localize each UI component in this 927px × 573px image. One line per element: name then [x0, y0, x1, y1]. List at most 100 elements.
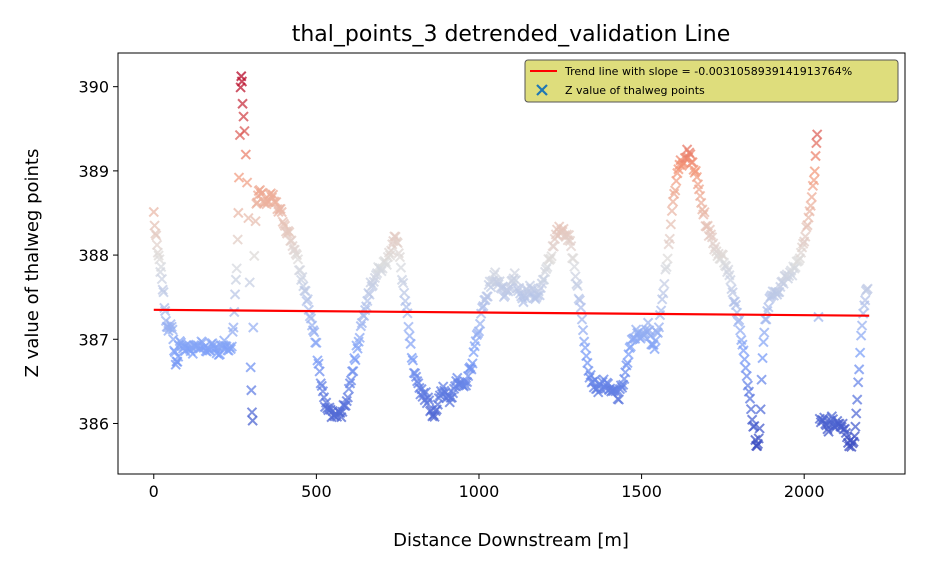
data-point [806, 191, 817, 203]
data-point [228, 322, 239, 333]
data-point [151, 230, 162, 241]
data-point [649, 343, 660, 355]
data-point [355, 320, 367, 332]
x-tick-label: 1000 [459, 482, 500, 501]
data-point [660, 264, 671, 275]
legend-points-swatch [536, 84, 548, 96]
data-point [245, 362, 256, 373]
data-point [394, 251, 406, 263]
data-point [569, 261, 580, 272]
data-point [725, 274, 736, 286]
data-point [157, 284, 168, 295]
data-point [238, 111, 249, 122]
data-point [309, 326, 320, 338]
data-point [576, 314, 588, 325]
data-point [739, 354, 750, 365]
data-point [155, 261, 167, 273]
data-point [741, 370, 752, 382]
data-point [735, 325, 746, 336]
data-point [350, 354, 361, 366]
data-point [731, 307, 743, 318]
data-point [851, 408, 862, 419]
data-point [745, 403, 757, 415]
y-tick-label: 388 [78, 246, 109, 265]
data-point [240, 149, 252, 160]
data-point [398, 287, 410, 299]
y-tick-label: 386 [78, 414, 109, 433]
data-point [759, 327, 770, 338]
data-point [409, 368, 421, 379]
tick-layer: 0 500 1000 1500 2000 386 387 388 389 390 [78, 78, 824, 501]
data-point [740, 362, 751, 374]
data-point [805, 200, 816, 211]
trend-layer [153, 308, 870, 317]
data-point [572, 280, 583, 292]
y-tick-label: 389 [78, 162, 109, 181]
data-point [744, 393, 756, 404]
data-point [348, 365, 359, 377]
x-tick-label: 2000 [784, 482, 825, 501]
data-point [362, 295, 373, 307]
data-point [787, 270, 798, 281]
data-point [546, 251, 557, 262]
data-point [653, 322, 665, 333]
data-point [295, 274, 307, 286]
x-tick-label: 500 [301, 482, 332, 501]
data-point [756, 374, 767, 385]
data-point [658, 287, 669, 299]
data-point [669, 185, 681, 196]
data-point [233, 172, 245, 183]
data-point [345, 375, 357, 386]
data-point [849, 431, 860, 442]
data-point [855, 330, 867, 341]
data-point [755, 404, 766, 415]
data-point [738, 345, 749, 356]
data-point [851, 394, 863, 405]
data-point [256, 187, 268, 198]
data-point [154, 254, 165, 265]
data-point [568, 253, 579, 264]
data-point [758, 336, 769, 348]
data-point [156, 273, 168, 285]
data-point [859, 295, 871, 306]
data-point [166, 321, 177, 333]
data-point [232, 234, 243, 245]
data-point [665, 219, 677, 230]
data-point [407, 355, 419, 366]
data-point [811, 137, 822, 149]
data-point [650, 335, 661, 346]
data-point [300, 285, 311, 297]
data-point [392, 237, 403, 249]
data-point [761, 314, 772, 325]
data-point [763, 302, 774, 313]
data-point [229, 289, 241, 300]
y-axis-label: Z value of thalweg points [22, 149, 43, 378]
legend-box [524, 59, 899, 103]
data-point [705, 229, 717, 240]
data-point [403, 321, 414, 333]
data-point [699, 206, 710, 218]
data-point [250, 215, 261, 227]
data-point [757, 352, 768, 364]
data-point [423, 395, 435, 406]
data-point [575, 302, 587, 313]
data-point [661, 261, 672, 273]
x-axis-label: Distance Downstream [m] [393, 530, 629, 551]
data-point [754, 423, 765, 434]
data-point [344, 378, 356, 389]
data-point [318, 392, 330, 403]
data-point [249, 250, 260, 262]
data-point [726, 283, 737, 295]
data-point [542, 261, 553, 273]
data-point [402, 308, 413, 319]
points-layer [148, 71, 873, 453]
data-point [356, 317, 368, 329]
data-point [237, 98, 248, 109]
data-point [354, 332, 365, 344]
data-point [616, 382, 628, 393]
data-point [753, 433, 764, 444]
y-tick-label: 390 [78, 78, 109, 97]
data-point [727, 287, 738, 298]
legend-trend-label: Trend line with slope = -0.0031058939141… [564, 65, 852, 78]
